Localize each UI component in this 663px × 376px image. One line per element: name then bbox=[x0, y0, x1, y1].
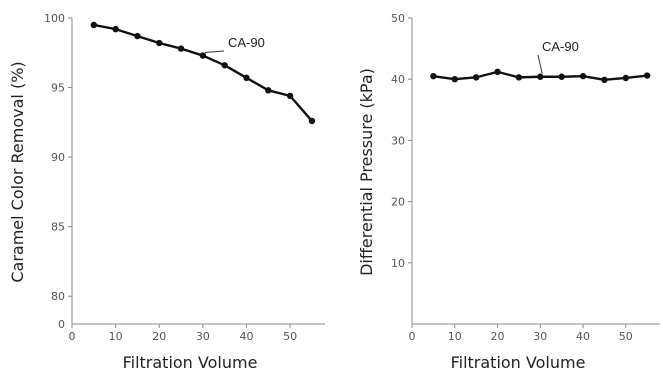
x-tick-label: 10 bbox=[109, 330, 123, 343]
x-tick-label: 40 bbox=[239, 330, 253, 343]
y-axis-label: Caramel Color Removal (%) bbox=[8, 61, 27, 282]
data-point bbox=[177, 45, 185, 52]
series-line bbox=[93, 23, 313, 122]
x-tick-label: 10 bbox=[448, 330, 462, 343]
y-tick-label-origin: 0 bbox=[58, 318, 65, 331]
x-tick-label: 30 bbox=[196, 330, 210, 343]
data-point bbox=[601, 76, 608, 84]
data-point bbox=[308, 117, 316, 125]
data-point bbox=[90, 21, 98, 29]
data-point bbox=[265, 87, 272, 94]
data-point bbox=[515, 74, 523, 81]
data-point bbox=[430, 72, 437, 80]
y-axis-label: Differential Pressure (kPa) bbox=[357, 68, 376, 276]
y-tick-label: 50 bbox=[391, 12, 405, 25]
data-point bbox=[286, 92, 294, 100]
y-tick-label: 40 bbox=[391, 73, 405, 86]
chart-differential-pressure: Filtration Volume Differential Pressure … bbox=[357, 12, 660, 372]
x-tick-label: 50 bbox=[619, 330, 633, 343]
data-point bbox=[472, 74, 480, 81]
x-tick-label: 0 bbox=[409, 330, 416, 343]
series-label: CA-90 bbox=[228, 35, 265, 50]
data-point bbox=[643, 72, 651, 79]
series-label-leader bbox=[204, 50, 225, 54]
data-point bbox=[243, 74, 250, 82]
data-point bbox=[112, 25, 119, 33]
y-tick-label: 10 bbox=[391, 257, 405, 270]
y-tick-label: 80 bbox=[51, 290, 65, 303]
series-label-leader bbox=[537, 54, 543, 74]
data-point bbox=[134, 32, 141, 40]
x-tick-label: 30 bbox=[533, 330, 547, 343]
x-tick-label: 20 bbox=[152, 330, 166, 343]
chart-caramel-removal: Filtration Volume Caramel Color Removal … bbox=[8, 12, 325, 372]
data-point bbox=[558, 73, 565, 80]
data-point bbox=[451, 76, 458, 83]
data-point bbox=[579, 72, 587, 80]
y-tick-label: 30 bbox=[391, 134, 405, 147]
series-label: CA-90 bbox=[542, 39, 579, 54]
y-tick-label: 95 bbox=[51, 82, 65, 95]
data-point bbox=[622, 74, 629, 82]
data-point bbox=[221, 62, 228, 69]
data-point bbox=[156, 39, 163, 47]
y-tick-label: 100 bbox=[44, 12, 65, 25]
x-tick-label: 20 bbox=[491, 330, 505, 343]
x-tick-label: 40 bbox=[576, 330, 590, 343]
x-axis-label: Filtration Volume bbox=[123, 353, 258, 372]
y-tick-label: 90 bbox=[51, 151, 65, 164]
y-tick-label: 85 bbox=[51, 221, 65, 234]
data-point bbox=[537, 73, 544, 80]
y-tick-label: 20 bbox=[391, 196, 405, 209]
data-point bbox=[494, 68, 501, 76]
x-tick-label: 0 bbox=[69, 330, 76, 343]
data-point bbox=[199, 52, 207, 59]
x-tick-label: 50 bbox=[283, 330, 297, 343]
x-axis-label: Filtration Volume bbox=[451, 353, 586, 372]
